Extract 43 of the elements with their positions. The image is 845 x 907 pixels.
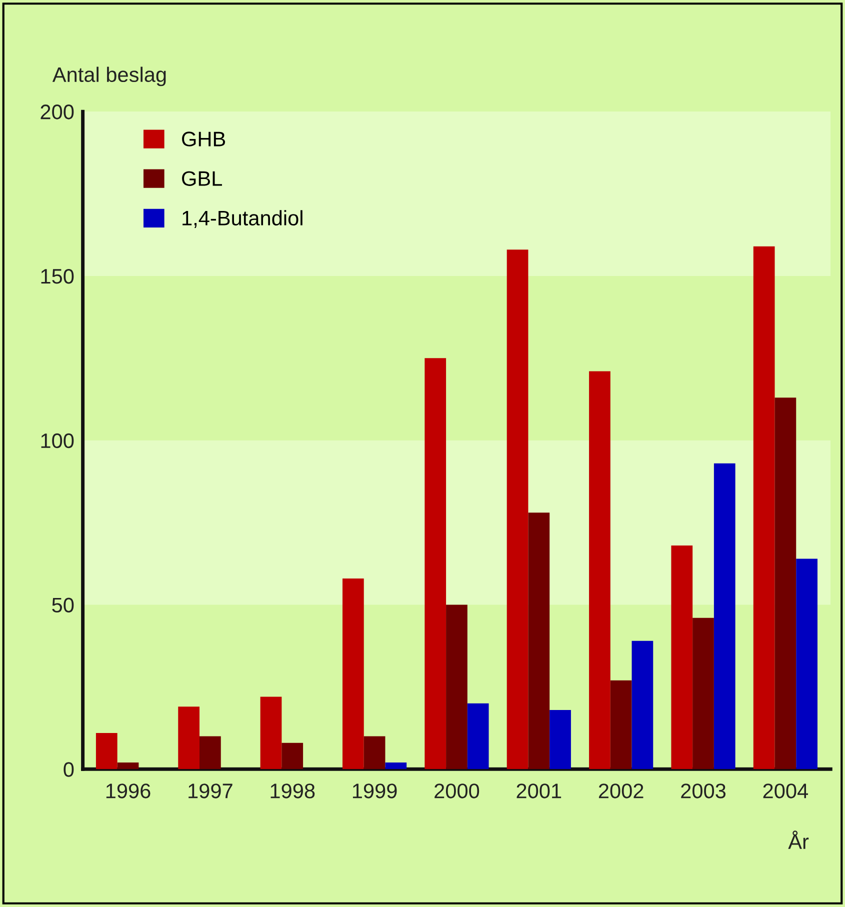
x-axis-title: År <box>788 830 809 849</box>
legend-label: GHB <box>182 132 226 146</box>
bar <box>528 512 550 770</box>
x-tick-label: 2002 <box>598 784 644 798</box>
bar <box>446 604 468 770</box>
bar <box>671 546 693 770</box>
x-tick-label: 2004 <box>763 784 808 798</box>
y-tick-label: 200 <box>40 104 74 120</box>
bar <box>178 706 200 770</box>
legend-label: GBL <box>182 171 222 186</box>
bar <box>796 558 818 770</box>
y-tick-label: 100 <box>41 433 74 448</box>
bar <box>282 742 304 770</box>
bar <box>342 578 364 770</box>
x-tick-label: 1997 <box>188 784 232 798</box>
y-axis-title: Antal beslag <box>52 66 166 86</box>
y-tick-label: 150 <box>41 268 74 284</box>
bar <box>774 398 796 770</box>
bar <box>424 358 446 770</box>
bar <box>714 463 736 770</box>
bar <box>467 703 489 770</box>
bar <box>117 762 139 770</box>
bar <box>506 250 528 770</box>
bar <box>260 696 282 770</box>
bar <box>385 762 407 770</box>
bar <box>632 640 654 770</box>
bar <box>589 371 610 770</box>
bar <box>692 618 714 770</box>
bar <box>364 736 386 770</box>
bar <box>753 246 775 770</box>
x-tick-label: 2000 <box>434 784 480 798</box>
bar <box>610 680 632 770</box>
legend-label: 1,4-Butandiol <box>182 210 302 228</box>
bar <box>200 736 221 770</box>
x-tick-label: 2003 <box>681 784 726 798</box>
bar <box>96 732 118 770</box>
y-tick-label: 50 <box>52 598 74 612</box>
bar <box>550 710 571 770</box>
y-tick-label: 0 <box>64 762 74 777</box>
x-tick-label: 1996 <box>106 784 150 798</box>
x-tick-label: 1998 <box>270 784 315 798</box>
x-tick-label: 2001 <box>516 784 562 798</box>
x-tick-label: 1999 <box>352 784 397 798</box>
